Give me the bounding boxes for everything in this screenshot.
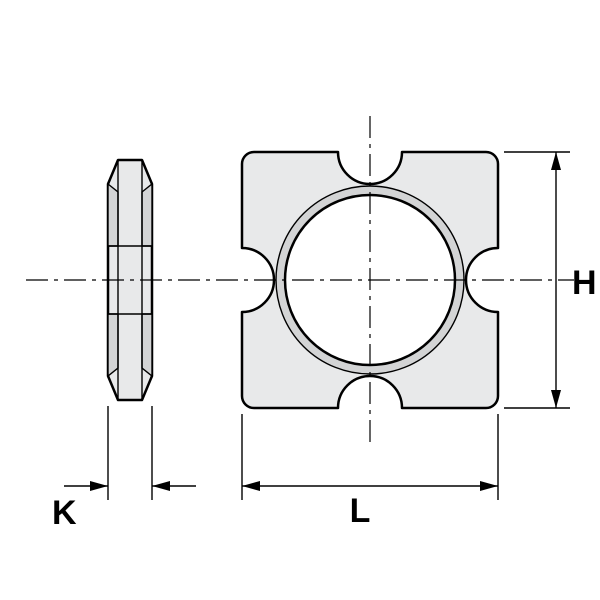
svg-text:L: L [350,492,371,530]
svg-text:K: K [52,494,77,532]
svg-text:H: H [572,264,597,302]
